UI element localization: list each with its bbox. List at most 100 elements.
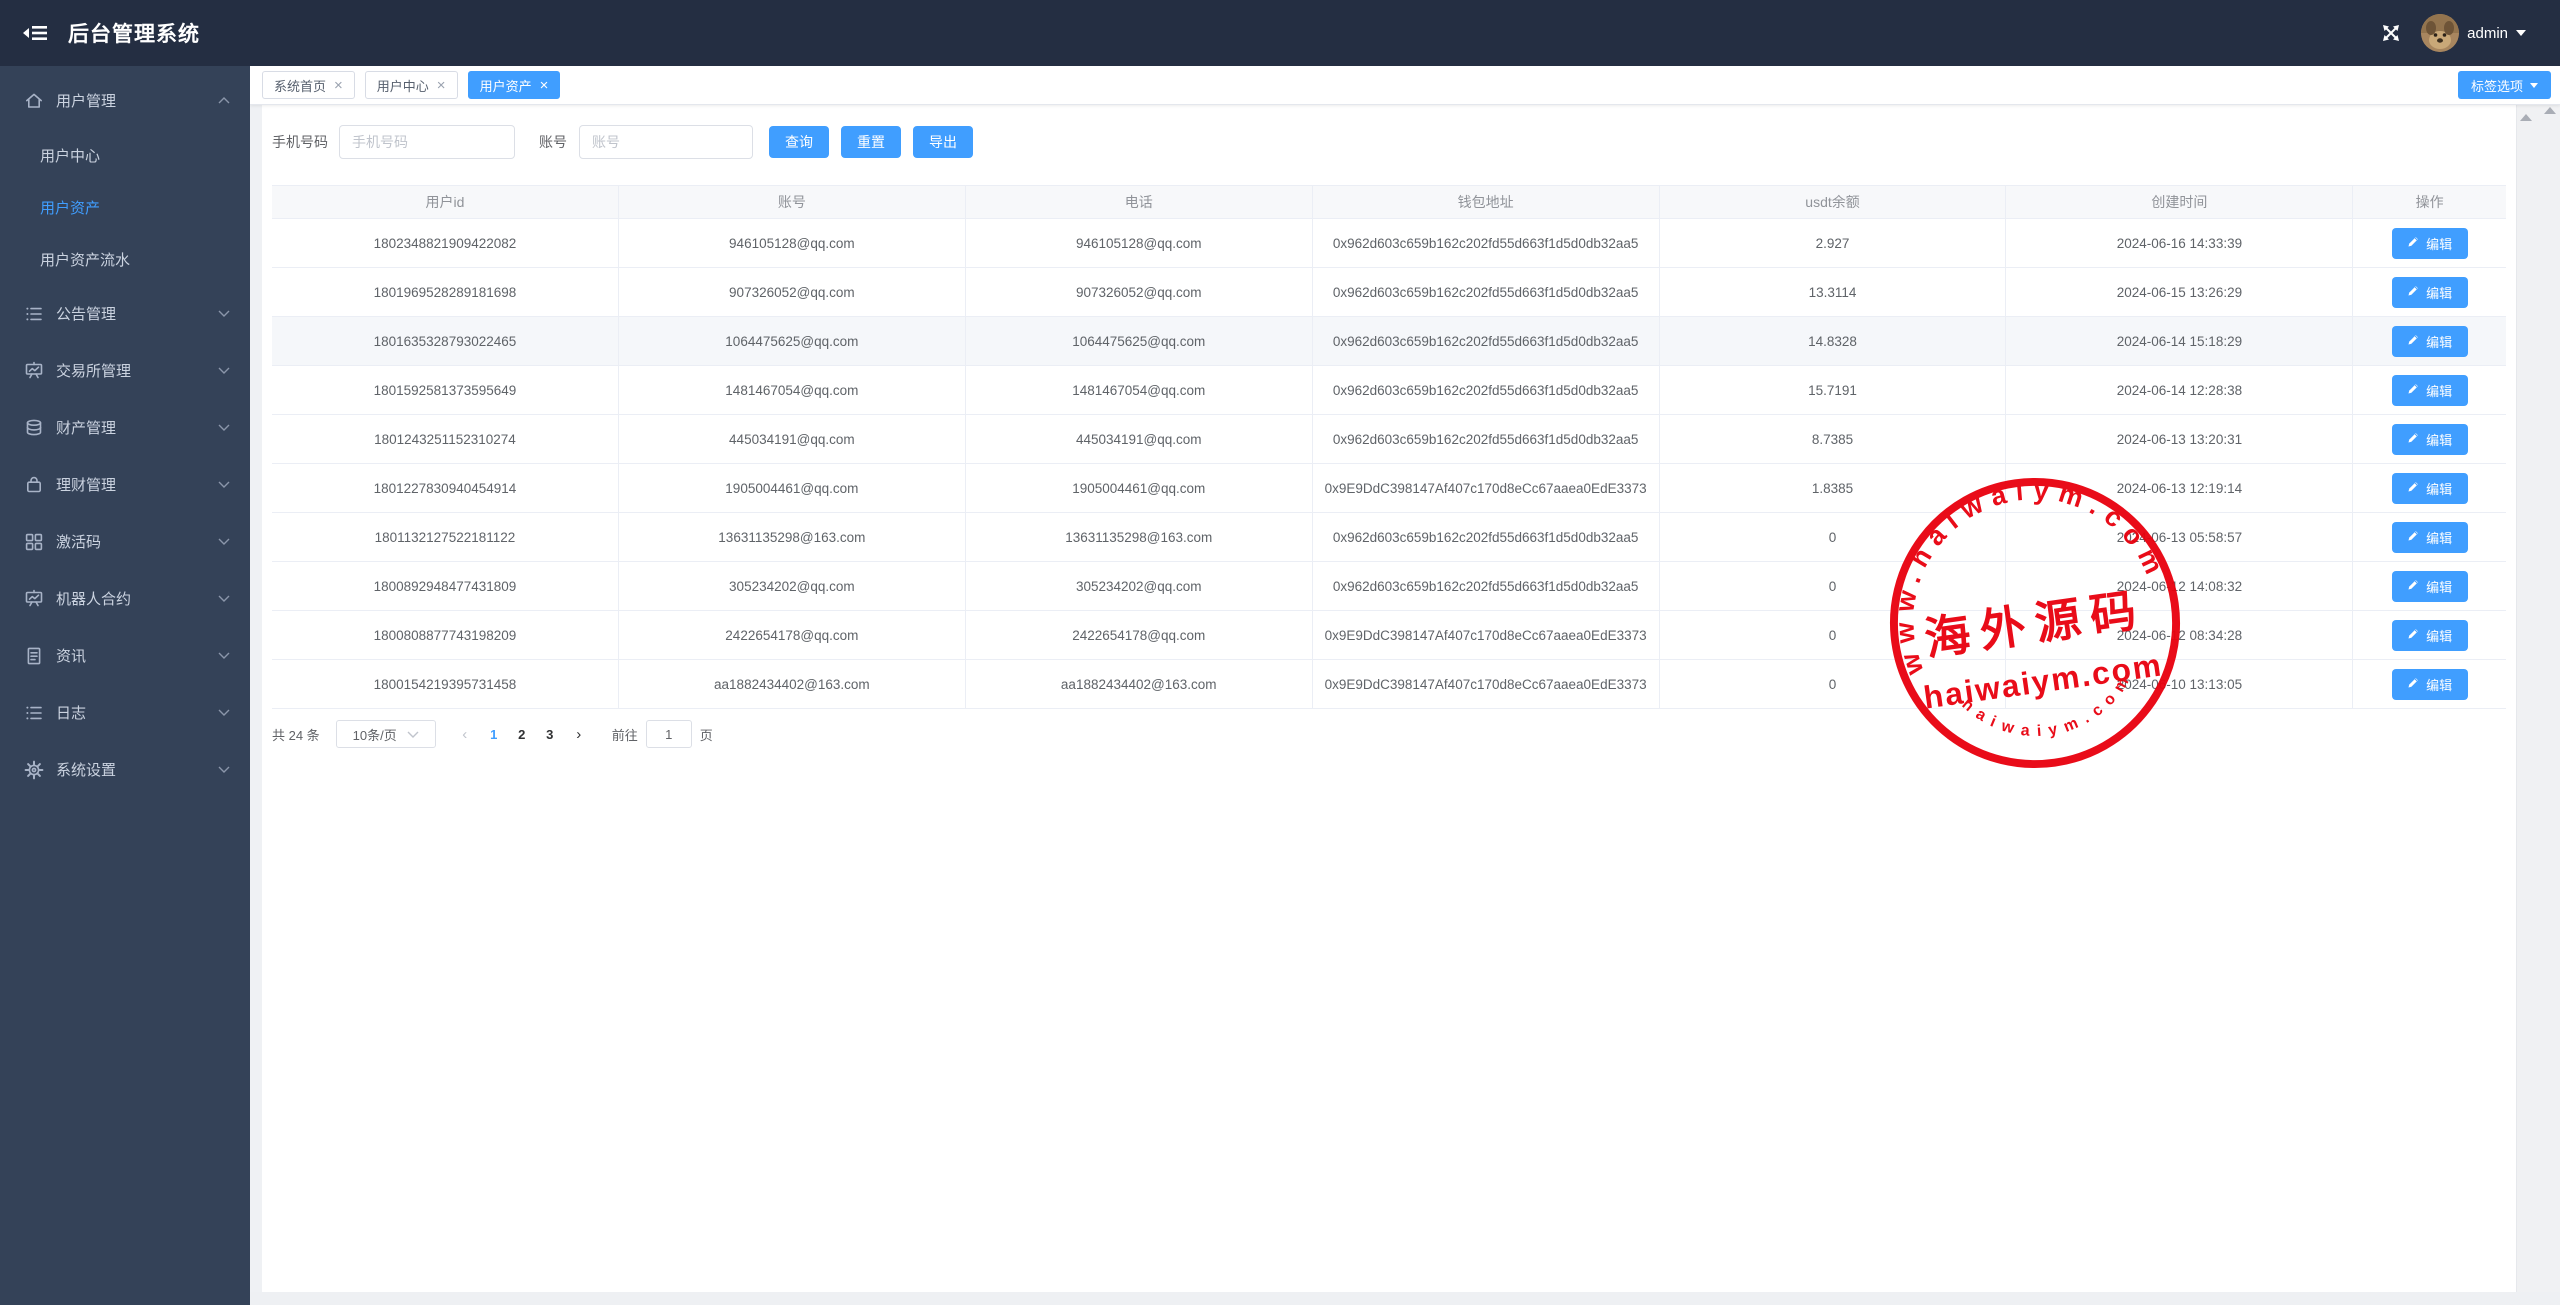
sidebar-item-1[interactable]: 用户管理 (0, 72, 250, 129)
edit-button[interactable]: 编辑 (2391, 276, 2468, 308)
cell-created-time: 2024-06-15 13:26:29 (2006, 268, 2354, 317)
cell-account: aa1882434402@163.com (618, 660, 966, 709)
sidebar-item-10[interactable]: 系统设置 (0, 741, 250, 798)
pencil-icon (2407, 235, 2420, 251)
cell-actions: 编辑 (2353, 611, 2506, 660)
cell-phone: aa1882434402@163.com (965, 660, 1313, 709)
sidebar-item-9[interactable]: 日志 (0, 684, 250, 741)
edit-button[interactable]: 编辑 (2391, 521, 2468, 553)
horizontal-scrollbar[interactable] (250, 1292, 2560, 1305)
sidebar-item-8[interactable]: 资讯 (0, 627, 250, 684)
cell-created-time: 2024-06-13 05:58:57 (2006, 513, 2354, 562)
cell-user-id: 1801132127522181122 (272, 513, 619, 562)
chevron-down-icon (218, 652, 230, 659)
sidebar-item-label: 机器人合约 (56, 591, 132, 608)
export-button[interactable]: 导出 (913, 126, 973, 158)
user-menu[interactable]: admin (2421, 14, 2526, 52)
cell-user-id: 1801227830940454914 (272, 464, 619, 513)
vertical-scrollbar[interactable] (2516, 105, 2560, 1305)
menu-collapse-icon[interactable] (22, 22, 48, 44)
sidebar-item-label: 系统设置 (56, 762, 117, 779)
cell-user-id: 1801243251152310274 (272, 415, 619, 464)
next-page-icon[interactable]: › (576, 725, 582, 743)
edit-button[interactable]: 编辑 (2391, 423, 2468, 455)
edit-button[interactable]: 编辑 (2391, 227, 2468, 259)
cell-phone: 1905004461@qq.com (965, 464, 1313, 513)
sidebar-item-label: 交易所管理 (56, 363, 132, 380)
sidebar-item-4[interactable]: 财产管理 (0, 399, 250, 456)
edit-button[interactable]: 编辑 (2391, 472, 2468, 504)
avatar (2421, 14, 2460, 52)
cell-created-time: 2024-06-14 15:18:29 (2006, 317, 2354, 366)
cell-wallet-address: 0x9E9DdC398147Af407c170d8eCc67aaea0EdE33… (1312, 660, 1660, 709)
sidebar-subitem[interactable]: 用户资产 (40, 199, 101, 217)
prev-page-icon[interactable]: ‹ (462, 725, 468, 743)
chevron-down-icon (2530, 82, 2538, 88)
cell-created-time: 2024-06-16 14:33:39 (2006, 219, 2354, 268)
cell-phone: 13631135298@163.com (965, 513, 1313, 562)
cell-created-time: 2024-06-12 14:08:32 (2006, 562, 2354, 611)
cell-user-id: 1801969528289181698 (272, 268, 619, 317)
chevron-down-icon (218, 538, 230, 545)
top-header: 后台管理系统 (0, 0, 2560, 66)
cell-created-time: 2024-06-12 08:34:28 (2006, 611, 2354, 660)
page-number-1[interactable]: 1 (490, 726, 498, 742)
edit-button[interactable]: 编辑 (2391, 668, 2468, 700)
cell-actions: 编辑 (2353, 562, 2506, 611)
lock-icon (24, 475, 44, 495)
cell-wallet-address: 0x962d603c659b162c202fd55d663f1d5d0db32a… (1312, 366, 1660, 415)
app-title: 后台管理系统 (68, 23, 200, 46)
sidebar-item-2[interactable]: 公告管理 (0, 285, 250, 342)
edit-button[interactable]: 编辑 (2391, 374, 2468, 406)
phone-filter-label: 手机号码 (272, 134, 328, 150)
sidebar-subitem[interactable]: 用户中心 (40, 147, 101, 165)
chevron-down-icon (218, 595, 230, 602)
page-size-select[interactable]: 10条/页 (335, 720, 436, 748)
tab-系统首页[interactable]: 系统首页 × (262, 71, 355, 99)
fullscreen-icon[interactable] (2379, 21, 2403, 45)
tag-options-button[interactable]: 标签选项 (2457, 71, 2551, 99)
scroll-up-arrow-icon[interactable] (2544, 107, 2556, 114)
cell-account: 13631135298@163.com (618, 513, 966, 562)
phone-filter-input[interactable] (339, 125, 515, 159)
table-row: 1801243251152310274 445034191@qq.com 44503… (272, 415, 2506, 464)
close-icon[interactable]: × (436, 76, 446, 94)
cell-actions: 编辑 (2353, 366, 2506, 415)
scroll-up-arrow-icon[interactable] (2520, 114, 2532, 121)
sidebar-menu: 用户管理 用户中心用户资产用户资产流水 公告管理 交易所管理 财产管理 理财管理… (0, 66, 250, 1305)
goto-page-input[interactable] (645, 720, 692, 748)
cell-created-time: 2024-06-13 12:19:14 (2006, 464, 2354, 513)
close-icon[interactable]: × (539, 76, 549, 94)
user-caret-icon (2516, 30, 2526, 36)
column-header: 电话 (965, 186, 1313, 219)
column-header: 用户id (272, 186, 619, 219)
page-number-2[interactable]: 2 (518, 726, 526, 742)
edit-button[interactable]: 编辑 (2391, 570, 2468, 602)
query-button[interactable]: 查询 (769, 126, 829, 158)
sidebar-item-5[interactable]: 理财管理 (0, 456, 250, 513)
column-header: 创建时间 (2006, 186, 2354, 219)
sidebar-item-3[interactable]: 交易所管理 (0, 342, 250, 399)
pencil-icon (2407, 627, 2420, 643)
account-filter-input[interactable] (579, 125, 753, 159)
close-icon[interactable]: × (334, 76, 343, 94)
tab-用户资产[interactable]: 用户资产 × (467, 71, 561, 99)
cell-actions: 编辑 (2353, 219, 2506, 268)
cell-phone: 2422654178@qq.com (965, 611, 1313, 660)
edit-button[interactable]: 编辑 (2391, 619, 2468, 651)
column-header: 操作 (2353, 186, 2506, 219)
column-header: 账号 (618, 186, 966, 219)
edit-button[interactable]: 编辑 (2391, 325, 2468, 357)
tab-用户中心[interactable]: 用户中心 × (364, 71, 458, 99)
cell-account: 907326052@qq.com (618, 268, 966, 317)
reset-button[interactable]: 重置 (841, 126, 901, 158)
cell-phone: 445034191@qq.com (965, 415, 1313, 464)
sidebar-subitem[interactable]: 用户资产流水 (40, 251, 131, 269)
page-number-3[interactable]: 3 (546, 726, 554, 742)
sidebar-item-6[interactable]: 激活码 (0, 513, 250, 570)
page-unit-label: 页 (699, 727, 713, 743)
cell-account: 1481467054@qq.com (618, 366, 966, 415)
cell-account: 946105128@qq.com (618, 219, 966, 268)
sidebar-item-7[interactable]: 机器人合约 (0, 570, 250, 627)
cell-wallet-address: 0x962d603c659b162c202fd55d663f1d5d0db32a… (1312, 268, 1660, 317)
